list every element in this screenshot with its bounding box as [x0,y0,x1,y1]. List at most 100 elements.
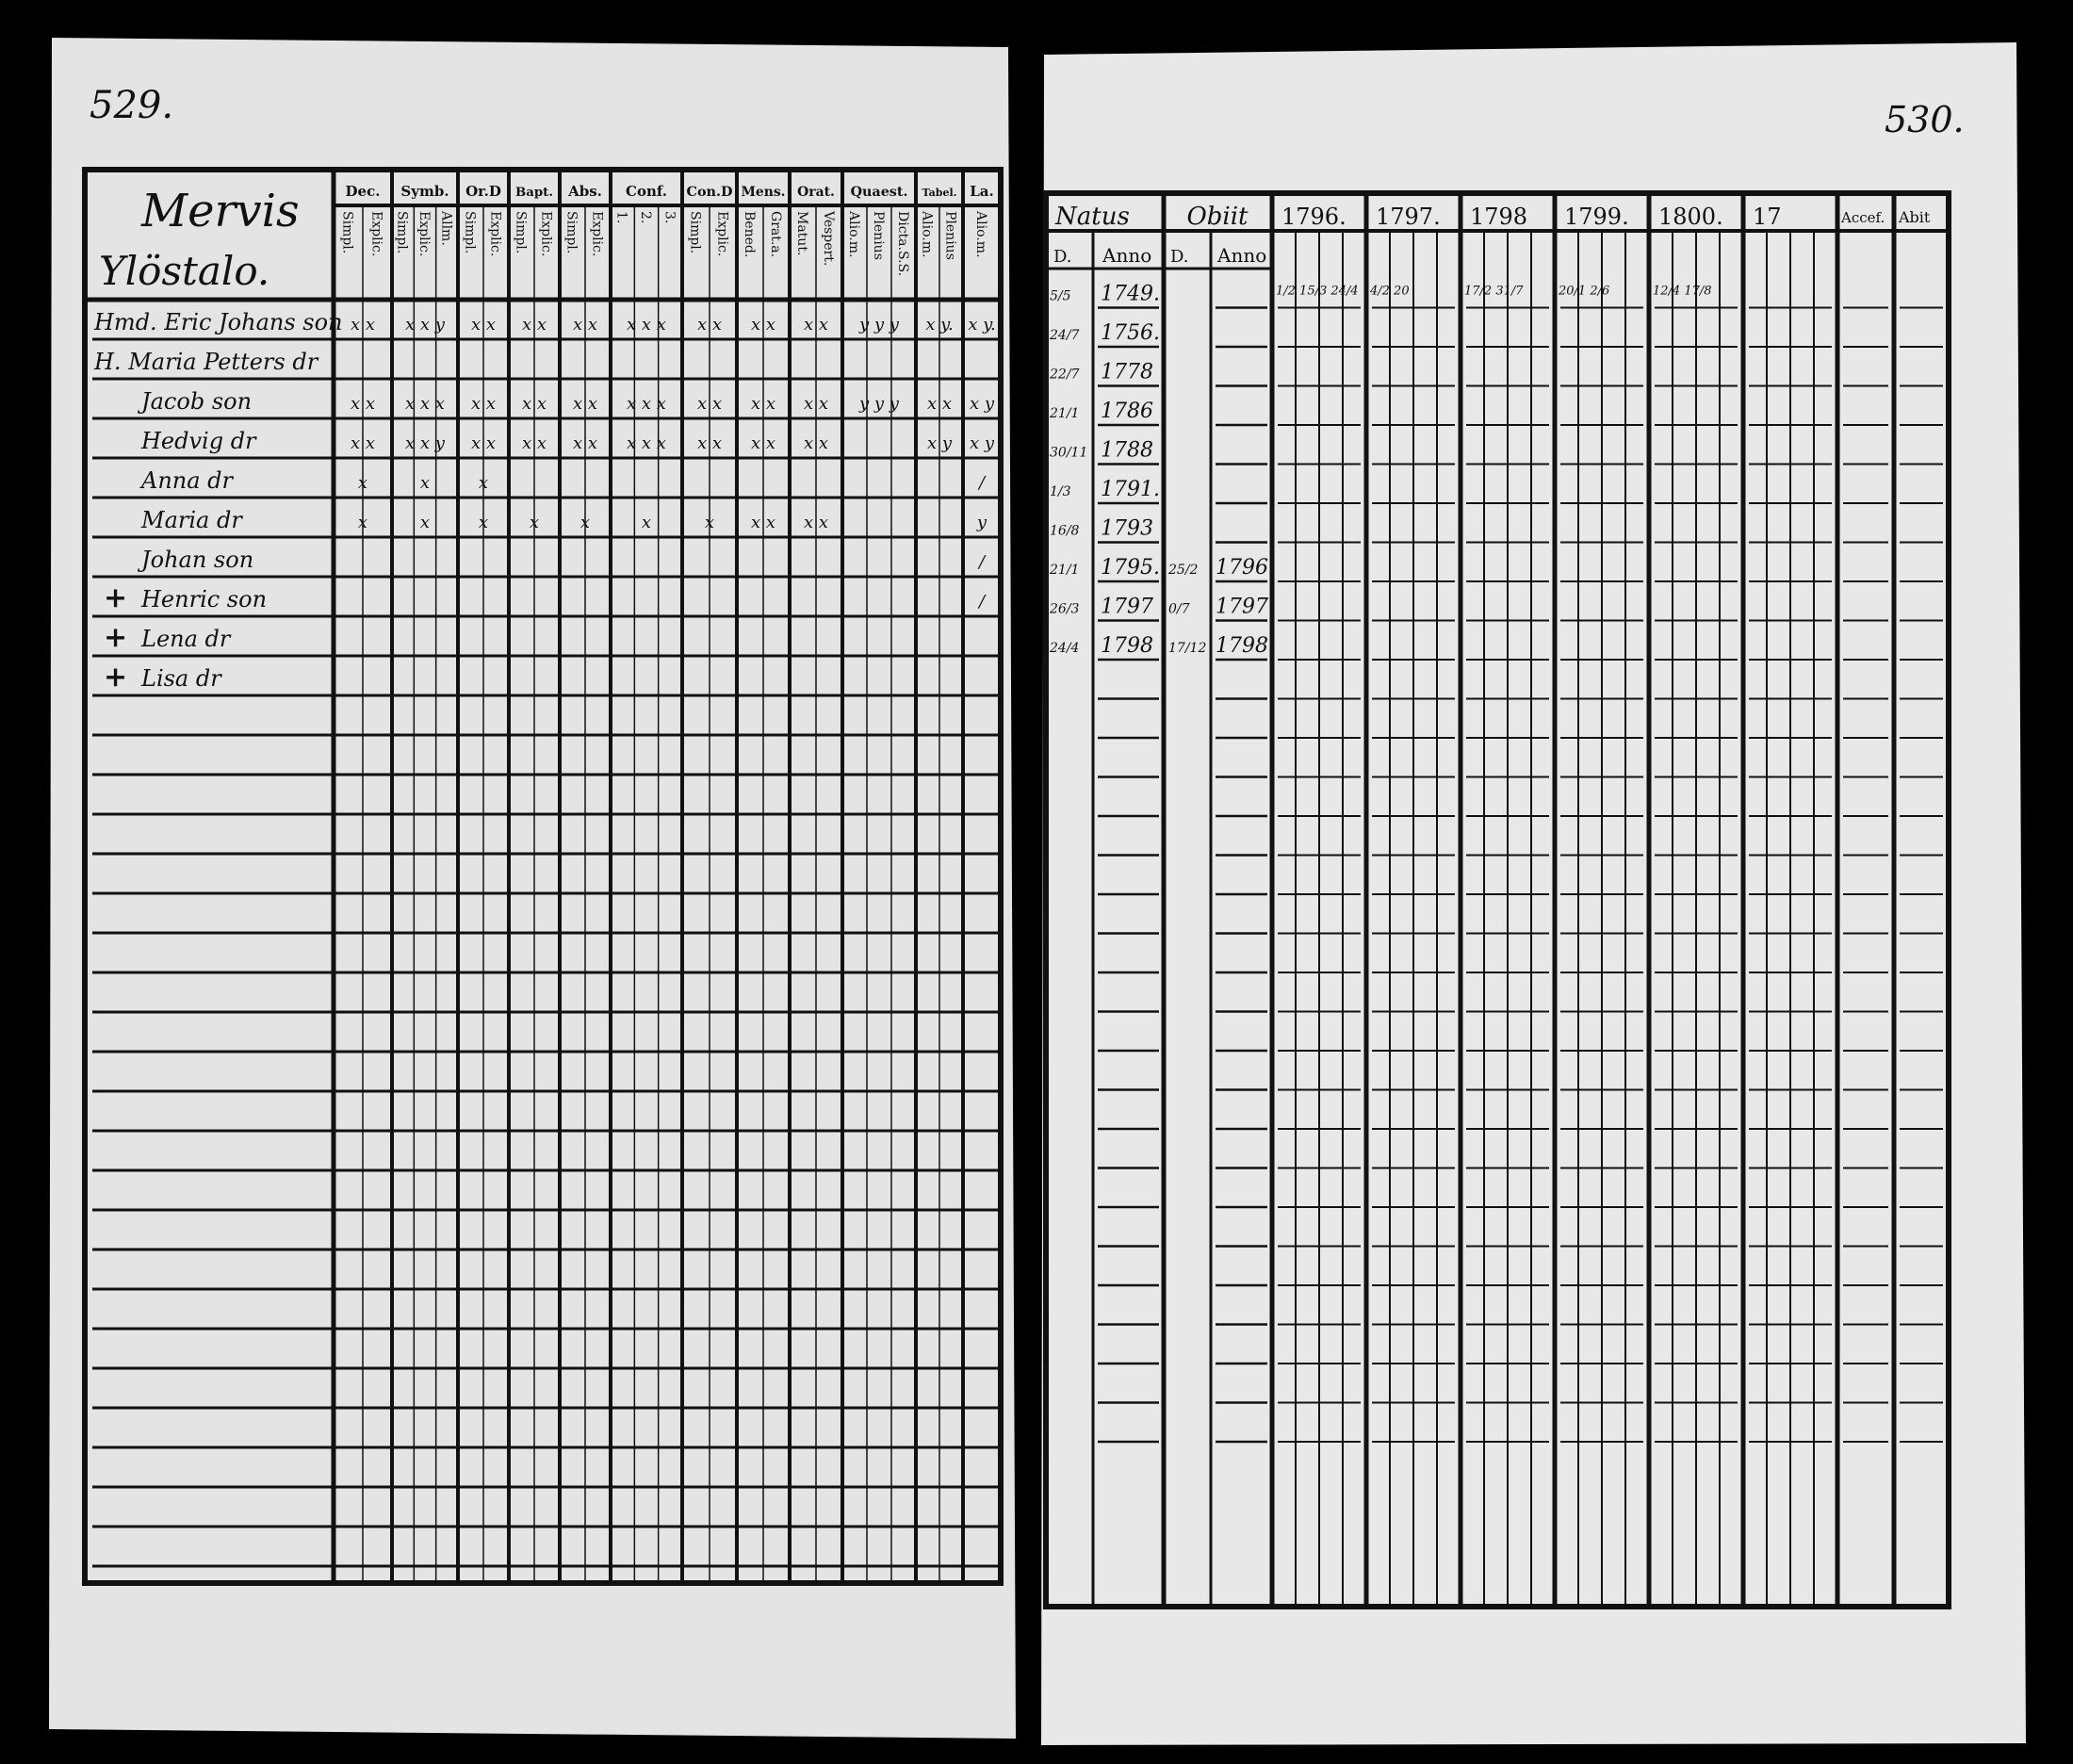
obiit-year: 1797 [1216,596,1268,619]
natus-year: 1791. [1101,478,1160,501]
sub-column-header: Plenius [943,211,958,260]
column-header-1: Symb. [400,183,449,200]
exam-mark: x y [927,433,953,453]
sub-column-header: Vespert. [821,210,836,266]
right-table: Natus Obiit D. Anno D. Anno 1796. 1797. 1798 1799… [1043,190,1951,1609]
exam-mark: x x y [405,433,446,453]
year-header-5: 17 [1753,204,1782,230]
sub-column-header: Simpl. [564,211,579,253]
year-note: 1/2 15/3 24/4 [1276,285,1359,299]
exam-mark: x x [573,315,597,335]
member-name: Lisa dr [140,665,222,692]
sub-column-header: Simpl. [395,211,410,253]
natus-day: 24/4 [1049,641,1079,656]
member-name: Maria dr [140,507,243,533]
natus-anno-header: Anno [1102,244,1151,267]
exam-mark: x x [522,315,547,335]
deceased-cross-mark: + [104,621,127,654]
sub-column-header: Simpl. [463,211,478,253]
year-note: 17/2 31/7 [1464,285,1524,299]
exam-mark: x x [573,394,597,414]
left-table: Dec. Simpl. Explic. Symb. Simpl. Explic. Allm.… [82,167,1004,1586]
column-header-6: Con.D [686,184,732,200]
sub-column-header: Explic. [539,211,554,256]
exam-mark: x y [970,394,995,414]
exam-mark: x [479,513,488,532]
member-name: Henric son [140,586,267,612]
exam-mark: x x [697,315,722,335]
sub-column-header: Simpl. [514,211,529,253]
column-header-11: La. [970,183,994,200]
natus-day: 21/1 [1049,406,1079,421]
year-note: 12/4 17/8 [1653,285,1712,299]
year-header-4: 1800. [1658,204,1723,230]
right-page-number: 530. [1885,99,1965,140]
exam-mark: x y [970,433,995,453]
year-header-2: 1798 [1470,204,1527,230]
sub-column-header: Grat.a. [768,211,783,257]
column-header-3: Bapt. [515,186,553,200]
column-header-7: Mens. [742,185,786,200]
sub-column-header: 1. [614,211,629,223]
year-header-1: 1797. [1376,204,1441,230]
household-title-line1: Mervis [140,185,300,237]
natus-day: 16/8 [1050,524,1080,539]
exam-mark: x x x [627,433,666,453]
natus-year: 1749. [1101,283,1160,306]
exam-mark: x [479,473,488,493]
exam-mark: x x [804,315,828,335]
exam-mark: x x [351,394,375,414]
natus-year: 1786 [1101,400,1153,423]
exam-mark: x x [522,433,547,453]
exam-mark: y y y [858,394,900,414]
exam-mark: x x [351,315,375,335]
natus-day: 26/3 [1049,602,1080,617]
deceased-cross-mark: + [104,581,127,614]
exam-mark: x x [573,433,597,453]
exam-mark: x x [751,394,775,414]
year-header-3: 1799. [1564,204,1629,230]
exam-mark: x [358,513,367,532]
natus-day: 30/11 [1050,446,1087,461]
year-note: 4/2 20 [1369,285,1410,299]
natus-day: 24/7 [1049,328,1080,343]
member-name: Hedvig dr [140,428,257,454]
right-table-border [1043,190,1951,1609]
natus-header: Natus [1054,203,1130,231]
exam-mark: y y y [858,315,900,335]
natus-year: 1778 [1101,361,1153,384]
natus-year: 1793 [1101,517,1153,541]
exam-mark: x x x [627,394,666,414]
natus-year: 1756. [1101,321,1160,345]
member-name: Hmd. Eric Johans son [93,309,343,335]
exam-mark: x x [804,513,828,532]
sub-column-header: Explic. [590,211,605,256]
exam-mark: x [705,513,714,532]
member-name: H. Maria Petters dr [93,349,319,375]
natus-day: 22/7 [1049,368,1080,383]
sub-column-header: Plenius [871,211,886,260]
sub-column-header: Alio.m. [920,210,935,257]
exam-mark: x x x [405,394,445,414]
household-title-line2: Ylöstalo. [99,248,269,294]
column-header-10: Tabel. [922,187,957,199]
column-header-8: Orat. [797,185,835,200]
natus-day: 21/1 [1049,563,1079,578]
exam-mark: x x [471,433,496,453]
exam-mark: x x [471,315,496,335]
left-page-number: 529. [90,84,173,127]
exam-mark: x x [927,394,952,414]
obiit-anno-header: Anno [1216,244,1266,267]
exam-mark: x x [751,315,775,335]
exam-mark: / [977,552,987,572]
sub-column-header: Explic. [369,211,384,256]
exam-mark: x [358,473,367,493]
obiit-year: 1798 [1216,634,1268,658]
exam-mark: / [977,592,987,612]
exam-mark: x x [351,433,375,453]
natus-day: 5/5 [1050,289,1071,304]
member-name: Anna dr [139,467,235,494]
exam-mark: x [580,513,590,532]
exam-mark: x x [471,394,496,414]
